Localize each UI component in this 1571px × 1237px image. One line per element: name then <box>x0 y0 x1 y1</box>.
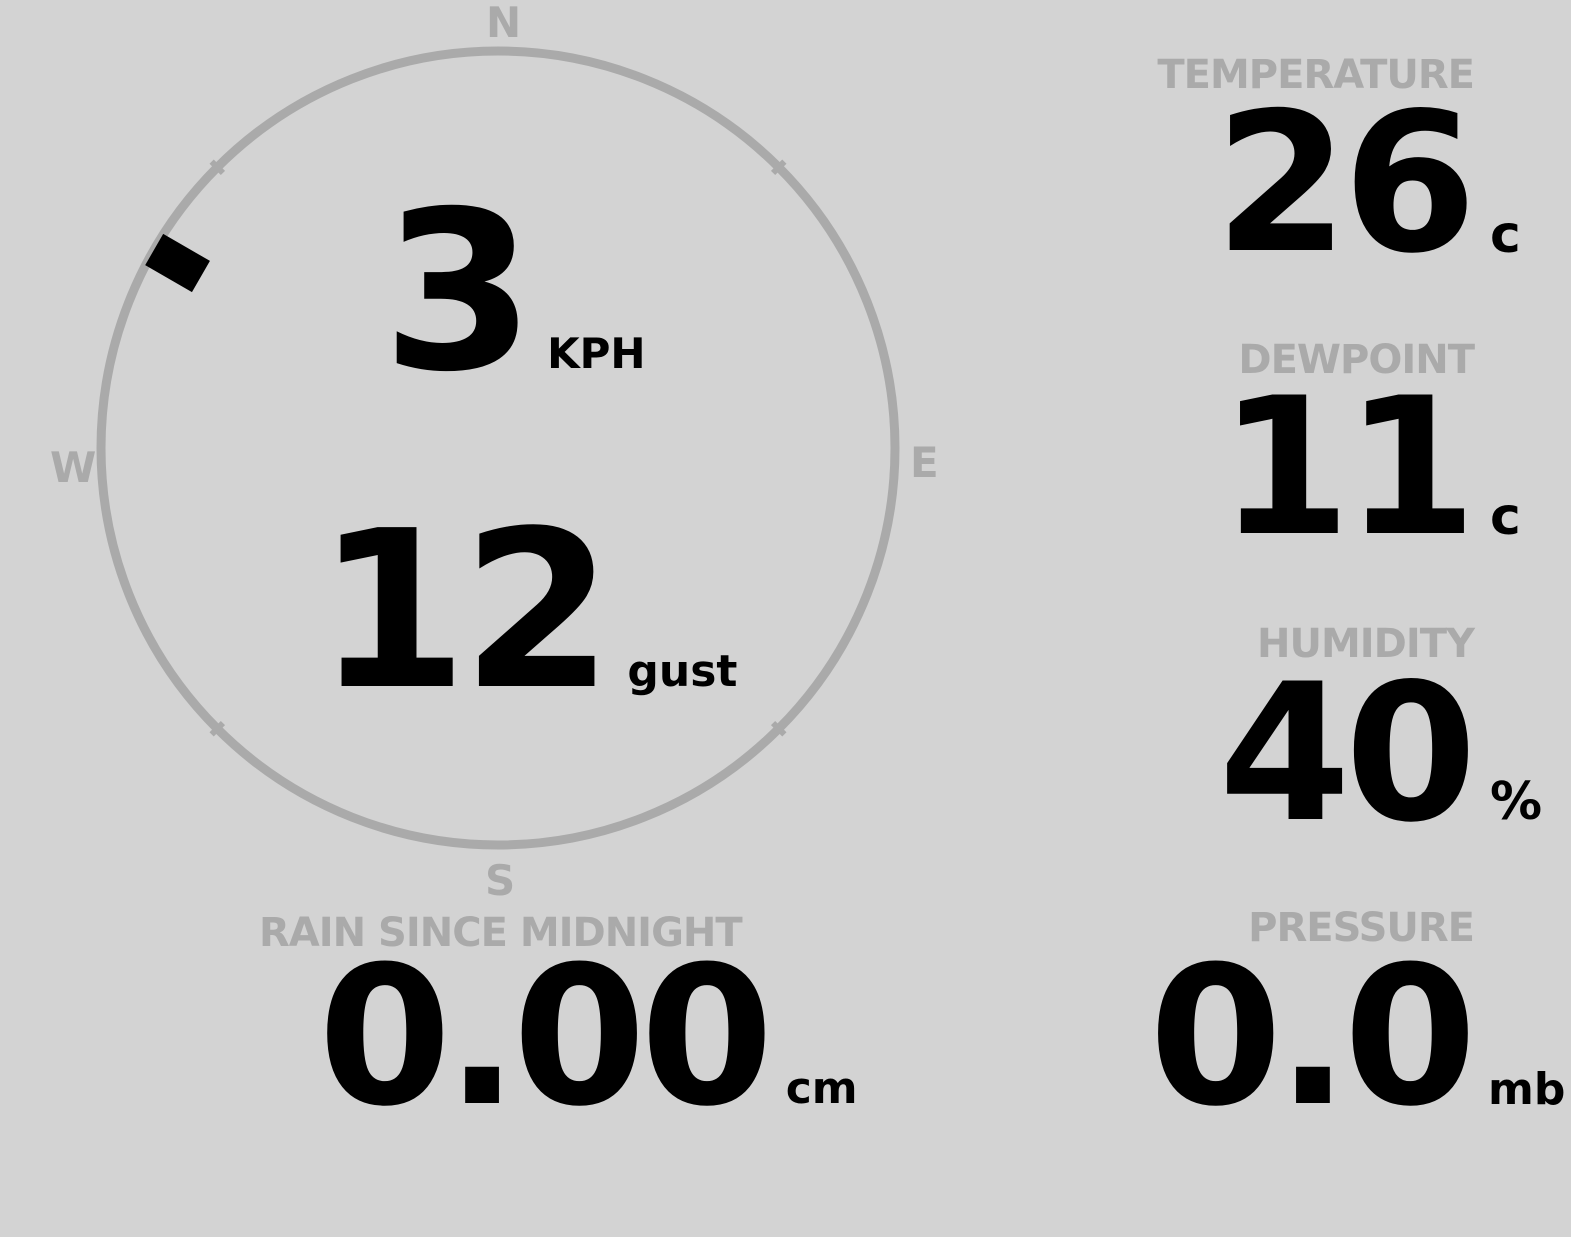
wind-gust-value: 12 <box>316 485 613 738</box>
temperature-unit: c <box>1490 205 1521 265</box>
wind-gust-unit: gust <box>627 646 738 697</box>
wind-direction-marker <box>145 233 210 293</box>
rain-label: RAIN SINCE MIDNIGHT <box>259 910 743 956</box>
compass-ticks <box>209 159 787 737</box>
humidity-value: 40 <box>1218 643 1477 864</box>
wind-speed: 3 KPH <box>382 164 646 420</box>
compass-tick <box>209 159 226 176</box>
dewpoint-unit: c <box>1490 487 1521 547</box>
temperature-label: TEMPERATURE <box>1157 52 1475 98</box>
compass-ring <box>96 46 900 850</box>
compass-tick <box>770 720 787 737</box>
compass-north: N <box>486 0 522 47</box>
pressure-unit: mb <box>1488 1064 1566 1115</box>
compass-tick <box>770 159 787 176</box>
wind-speed-unit: KPH <box>547 329 646 378</box>
humidity-unit: % <box>1490 772 1543 832</box>
pressure-label: PRESSURE <box>1248 905 1475 951</box>
wind-gust: 12 gust <box>316 485 738 738</box>
compass-south: S <box>485 856 516 905</box>
wind-speed-value: 3 <box>382 164 535 420</box>
compass-west: W <box>50 443 97 492</box>
compass-tick <box>209 720 226 737</box>
rain-unit: cm <box>785 1063 858 1114</box>
dewpoint-label: DEWPOINT <box>1238 337 1475 383</box>
pressure-value: 0.0 <box>1148 926 1477 1149</box>
compass-east: E <box>910 438 939 487</box>
humidity-label: HUMIDITY <box>1257 621 1475 667</box>
dewpoint-value: 11 <box>1218 357 1477 578</box>
rain-value: 0.00 <box>318 926 774 1149</box>
rain: 0.00 cm <box>318 926 858 1149</box>
wind-compass <box>96 46 900 850</box>
temperature-value: 26 <box>1214 71 1477 296</box>
